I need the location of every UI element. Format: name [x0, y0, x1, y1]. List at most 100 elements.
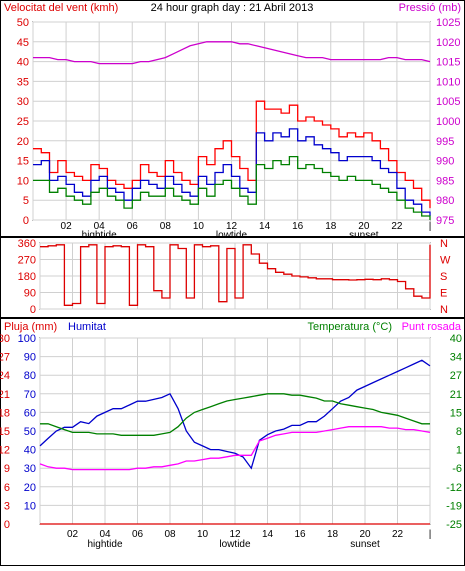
- x-tick-label: 14: [259, 221, 271, 232]
- c3-yl-label: 12: [0, 445, 10, 457]
- x-tick-label: 20: [359, 529, 371, 540]
- c1-yr-label: 995: [436, 136, 454, 148]
- compass-letter: W: [440, 255, 451, 267]
- x-tick-label: 04: [94, 221, 106, 232]
- humidity-tick-label: 10: [24, 500, 36, 512]
- temperature-line: [40, 393, 430, 436]
- c3-yr-label: 27: [450, 370, 462, 382]
- c1-yl-label: 0: [23, 215, 29, 227]
- wind-series-2: [33, 155, 431, 220]
- c3-yr-label: -12: [446, 482, 462, 494]
- c3-yl-label: 27: [0, 352, 10, 364]
- chart1-ylabel-left: Velocitat del vent (kmh): [4, 2, 118, 14]
- x-tick-label: 12: [226, 221, 238, 232]
- chart2-series: [40, 244, 431, 306]
- c1-yr-label: 1005: [436, 96, 460, 108]
- wind-series-0: [33, 100, 431, 209]
- c1-yr-label: 985: [436, 175, 454, 187]
- c3-yr-label: 1: [456, 445, 462, 457]
- pressure-line: [33, 41, 431, 65]
- x-tick-label: 18: [327, 529, 339, 540]
- humidity-tick-label: 70: [24, 389, 36, 401]
- c2-yl-label: 90: [24, 288, 36, 300]
- chart1-series: [33, 41, 431, 220]
- x-tick-label-end: |: [429, 221, 432, 232]
- c3-yr-label: 15: [450, 407, 462, 419]
- chart1-ylabel-right: Pressió (mb): [399, 2, 461, 14]
- humidity-tick-label: 20: [24, 482, 36, 494]
- c2-yl-label: 0: [30, 304, 36, 316]
- c1-yl-label: 25: [17, 116, 29, 128]
- c1-yl-label: 20: [17, 136, 29, 148]
- compass-letter: S: [440, 271, 447, 283]
- c1-yl-label: 15: [17, 156, 29, 168]
- x-tick-label-end: |: [429, 529, 432, 540]
- x-tick-label: 16: [292, 221, 304, 232]
- c3-yr-label: 40: [450, 333, 462, 345]
- humidity-tick-label: 40: [24, 445, 36, 457]
- chart1-yticks-left: 0 5 10 15 20 25 30 35 40 45 50: [17, 17, 29, 227]
- c1-yl-label: 50: [17, 17, 29, 29]
- x-annotation-hightide: hightide: [87, 539, 122, 550]
- c3-yr-label: 34: [450, 352, 462, 364]
- c1-yr-label: 1000: [436, 116, 460, 128]
- x-annotation-sunset: sunset: [350, 539, 380, 550]
- chart3-xticks: 02 04 06 08 10 12 14 16 18 20 22 | hightide lowtide su…: [67, 529, 431, 550]
- x-tick-label: 02: [61, 221, 73, 232]
- c3-yl-label: 0: [4, 519, 10, 531]
- chart3-ylabel-left2: Humitat: [68, 321, 106, 333]
- humidity-tick-label: 100: [18, 333, 36, 345]
- c3-yr-label: -6: [452, 463, 462, 475]
- compass-letter: E: [440, 288, 447, 300]
- dewpoint-line: [39, 426, 431, 471]
- c2-yl-label: 180: [18, 271, 36, 283]
- chart3-ylabel-right: Temperatura (°C): [308, 321, 392, 333]
- c1-yl-label: 35: [17, 76, 29, 88]
- humidity-line: [39, 359, 431, 470]
- x-tick-label: 10: [193, 221, 205, 232]
- x-annotation-lowtide: lowtide: [216, 230, 248, 241]
- c1-yr-label: 1025: [436, 17, 460, 29]
- chart3-ylabel-right2: Punt rosada: [402, 321, 462, 333]
- compass-letter: N: [440, 304, 448, 316]
- x-annotation-sunset: sunset: [349, 230, 379, 241]
- c2-yl-label: 360: [18, 238, 36, 250]
- humidity-tick-label: 60: [24, 407, 36, 419]
- c3-yl-label: 18: [0, 407, 10, 419]
- c1-yr-label: 975: [436, 215, 454, 227]
- x-tick-label: 02: [67, 529, 79, 540]
- x-tick-label: 14: [262, 529, 274, 540]
- c1-yl-label: 30: [17, 96, 29, 108]
- chart3-ylabel-left: Pluja (mm): [4, 321, 57, 333]
- x-tick-label: 22: [392, 529, 404, 540]
- wind-direction-line: [40, 244, 431, 306]
- c3-yr-label: 8: [456, 426, 462, 438]
- humidity-tick-label: 30: [24, 463, 36, 475]
- c3-yl-label: 30: [0, 333, 10, 345]
- x-tick-label: 08: [164, 529, 176, 540]
- x-tick-label: 20: [358, 221, 370, 232]
- c3-yr-label: 21: [450, 389, 462, 401]
- c1-yl-label: 10: [17, 175, 29, 187]
- x-tick-label: 06: [132, 529, 144, 540]
- c1-yr-label: 1010: [436, 76, 460, 88]
- c3-yr-label: -25: [446, 519, 462, 531]
- chart3-yticks-left: 0 3 6 9 12 15 18 21 24 27 30: [0, 333, 10, 531]
- x-tick-label: 18: [325, 221, 337, 232]
- x-tick-label: 06: [127, 221, 139, 232]
- c3-yl-label: 15: [0, 426, 10, 438]
- x-tick-label: 04: [99, 529, 111, 540]
- x-tick-label: 22: [391, 221, 403, 232]
- x-annotation-hightide: hightide: [82, 230, 117, 241]
- c3-yl-label: 3: [4, 500, 10, 512]
- x-tick-label: 12: [229, 529, 241, 540]
- chart3-series: [39, 359, 431, 525]
- c1-yr-label: 1015: [436, 57, 460, 69]
- x-tick-label: 08: [160, 221, 172, 232]
- chart1-xticks: 02 04 06 08 10 12 14 16 18 20 22 | hightide lowtide su…: [61, 221, 432, 241]
- humidity-tick-label: 90: [24, 352, 36, 364]
- x-tick-label: 16: [294, 529, 306, 540]
- c3-yl-label: 9: [4, 463, 10, 475]
